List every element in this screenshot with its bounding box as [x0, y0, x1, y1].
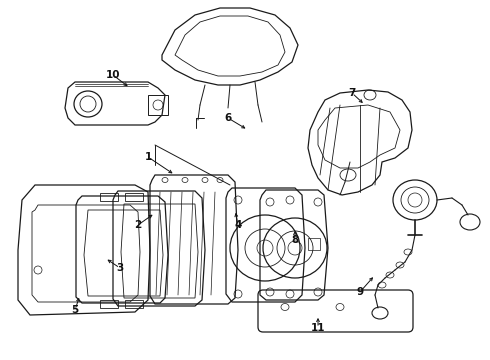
Text: 1: 1	[145, 152, 151, 162]
Text: 2: 2	[134, 220, 142, 230]
Text: 4: 4	[234, 220, 242, 230]
Text: 6: 6	[224, 113, 232, 123]
Text: 3: 3	[117, 263, 123, 273]
Text: 5: 5	[72, 305, 78, 315]
Text: 11: 11	[311, 323, 325, 333]
Text: 9: 9	[356, 287, 364, 297]
Text: 8: 8	[292, 235, 298, 245]
Text: 7: 7	[348, 88, 356, 98]
Text: 10: 10	[106, 70, 120, 80]
